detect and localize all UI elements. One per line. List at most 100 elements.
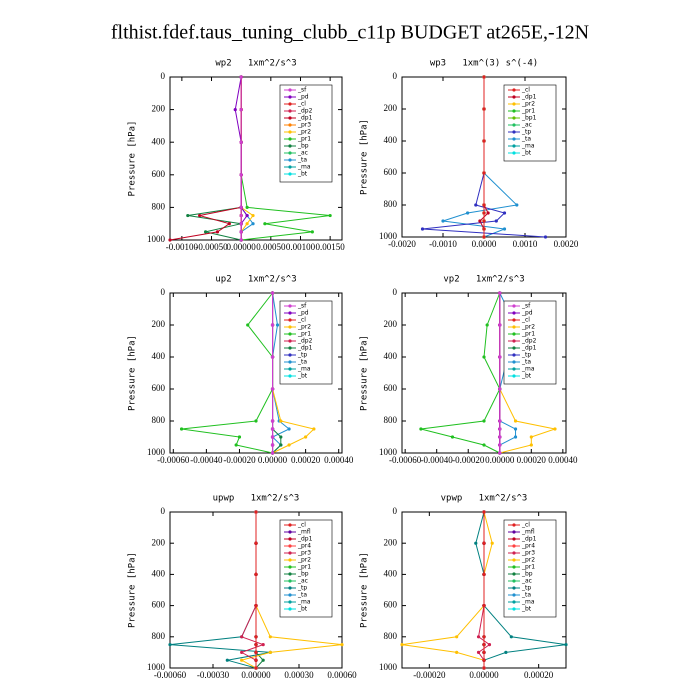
legend-marker (288, 116, 292, 120)
legend-marker (512, 600, 516, 604)
legend-marker (288, 172, 292, 176)
legend-label: _ta (521, 359, 531, 366)
legend-label: _mfl (297, 529, 311, 536)
legend-marker (288, 374, 292, 378)
legend-marker (288, 565, 292, 569)
profile-marker (251, 213, 255, 218)
y-tick-label: 400 (384, 568, 398, 578)
profile-marker (513, 427, 518, 431)
y-tick-label: 600 (152, 169, 166, 179)
profile-marker (310, 230, 314, 234)
profile-marker (529, 435, 533, 439)
profile-line (187, 77, 242, 241)
legend-label: _pr2 (521, 101, 535, 108)
legend-marker (288, 130, 292, 134)
x-tick-label: 0.00000 (469, 670, 499, 680)
y-axis-label: Pressure [hPa] (128, 552, 138, 628)
legend-marker (288, 102, 292, 106)
legend-box (279, 300, 333, 385)
profile-marker (498, 435, 502, 439)
profile-marker (279, 435, 283, 439)
legend-marker (288, 346, 292, 350)
profile-marker (529, 443, 533, 447)
legend-label: _dp1 (297, 115, 313, 122)
legend-label: _pr1 (297, 331, 311, 338)
legend-marker (288, 353, 292, 357)
series-group (419, 291, 557, 455)
legend-label: _cl (521, 317, 530, 324)
y-tick-label: 200 (384, 103, 398, 113)
profile-marker (168, 643, 172, 647)
legend-label: _pr4 (521, 543, 535, 550)
profile-marker (498, 291, 502, 295)
legend-label: _pr3 (521, 550, 535, 557)
profile-marker (482, 139, 486, 143)
y-tick-label: 1000 (147, 662, 166, 672)
profile-marker (270, 443, 275, 447)
legend-label: _pr1 (297, 136, 311, 143)
profile-marker (270, 419, 275, 423)
legend-label: _ma (521, 143, 535, 150)
profile-marker (254, 604, 258, 608)
series-group (400, 510, 568, 670)
profile-marker (254, 635, 258, 639)
legend-label: _cl (297, 522, 306, 529)
x-tick-label: 0.00150 (316, 242, 346, 252)
profile-marker (186, 213, 190, 218)
profile-marker (494, 219, 498, 223)
panel-title: up2 1xm^2/s^3 (215, 275, 296, 285)
y-tick-label: 800 (384, 631, 398, 641)
profile-marker (498, 443, 502, 447)
profile-marker (482, 211, 486, 215)
profile-marker (270, 435, 275, 439)
legend-marker (288, 109, 292, 113)
figure-title: flthist.fdef.taus_tuning_clubb_c11p BUDG… (111, 22, 589, 44)
profile-marker (254, 643, 258, 647)
legend-label: _pr3 (297, 550, 311, 557)
x-tick-label: 0.00040 (548, 455, 578, 465)
profile-marker (474, 203, 478, 207)
legend-marker (288, 151, 292, 155)
legend-label: _tp (521, 585, 531, 592)
legend-label: _dp1 (521, 345, 537, 352)
profile-marker (239, 140, 243, 144)
profile-marker (233, 108, 237, 112)
y-tick-label: 800 (152, 631, 166, 641)
profile-marker (513, 419, 518, 423)
legend-marker (288, 360, 292, 364)
x-tick-label: -0.00040 (421, 455, 454, 465)
profile-marker (400, 643, 404, 647)
legend-label: _bp1 (521, 115, 537, 122)
profile-marker (502, 211, 507, 215)
legend-label: _bt (297, 606, 308, 613)
legend-label: _ac (297, 150, 308, 157)
legend-label: _cl (297, 101, 306, 108)
profile-marker (261, 658, 265, 662)
profile-marker (553, 427, 557, 431)
panel-title: vpwp 1xm^2/s^3 (441, 494, 528, 504)
profile-marker (455, 635, 459, 639)
legend-label: _bt (521, 150, 532, 157)
legend-marker (512, 311, 516, 315)
legend-label: _cl (521, 522, 530, 529)
legend-marker (288, 158, 292, 162)
legend-marker (288, 325, 292, 329)
y-axis-label: Pressure [hPa] (360, 119, 370, 195)
profile-marker (254, 510, 258, 514)
profile-line (401, 511, 493, 668)
y-tick-label: 0 (393, 506, 398, 516)
profile-marker (482, 510, 486, 514)
y-axis-label: Pressure [hPa] (128, 335, 138, 411)
profile-marker (478, 219, 482, 223)
legend-marker (512, 353, 516, 357)
legend-box (279, 84, 333, 183)
legend-marker (512, 144, 516, 148)
legend-marker (512, 523, 516, 527)
legend-marker (512, 304, 516, 308)
profile-marker (482, 235, 486, 239)
legend-label: _pd (297, 94, 309, 101)
legend-marker (512, 374, 516, 378)
legend-label: _pd (521, 310, 533, 317)
legend-marker (288, 544, 292, 548)
profile-marker (240, 635, 244, 639)
